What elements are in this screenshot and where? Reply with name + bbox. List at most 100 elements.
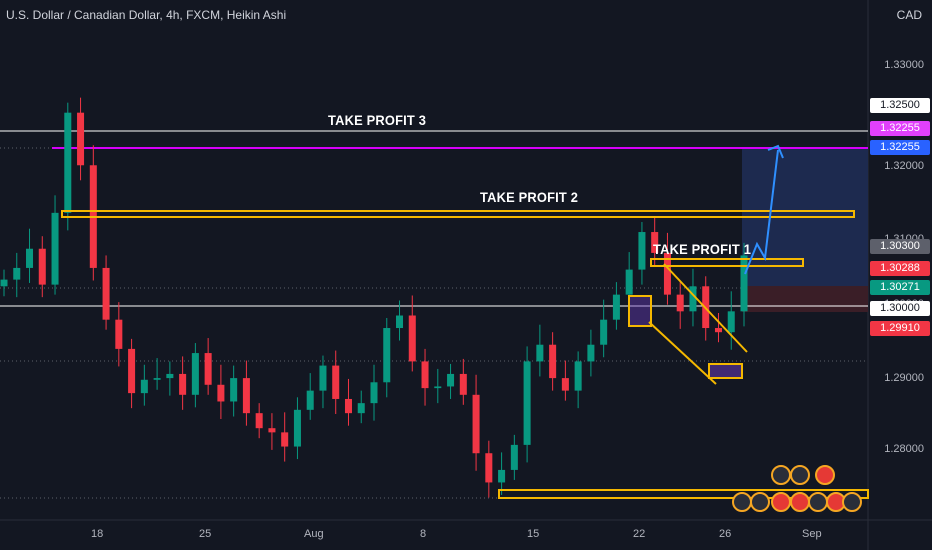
take-profit-2-zone[interactable] xyxy=(61,210,855,218)
candle[interactable] xyxy=(179,356,187,410)
candle[interactable] xyxy=(268,413,276,450)
candle[interactable] xyxy=(434,368,442,404)
event-flag-us-icon[interactable] xyxy=(771,465,791,485)
candle[interactable] xyxy=(498,452,506,495)
wedge-upper-line[interactable] xyxy=(663,263,748,353)
event-flag-ca-icon[interactable] xyxy=(790,492,810,512)
candle[interactable] xyxy=(344,378,352,426)
candle[interactable] xyxy=(255,403,263,439)
candle[interactable] xyxy=(64,102,72,231)
candle[interactable] xyxy=(370,364,378,421)
candle[interactable] xyxy=(217,364,225,420)
candle[interactable] xyxy=(714,313,722,343)
candle-body xyxy=(434,386,442,389)
retest-box[interactable] xyxy=(708,363,743,379)
candle-body xyxy=(625,269,633,295)
price-tick: 1.29000 xyxy=(884,372,924,384)
candle-body xyxy=(38,248,46,285)
candle[interactable] xyxy=(191,343,199,408)
breakout-box[interactable] xyxy=(628,295,652,327)
candle[interactable] xyxy=(26,228,34,283)
candle-body xyxy=(638,232,646,270)
candle[interactable] xyxy=(472,374,480,471)
candle-body xyxy=(549,344,557,379)
candle[interactable] xyxy=(459,358,467,405)
candle[interactable] xyxy=(166,361,174,396)
candle[interactable] xyxy=(727,291,735,350)
candle[interactable] xyxy=(408,295,416,372)
price-tick: 1.32000 xyxy=(884,160,924,172)
economic-events[interactable] xyxy=(732,465,862,512)
candle[interactable] xyxy=(561,360,569,401)
projection-path[interactable] xyxy=(744,149,779,275)
price-tick: 1.33000 xyxy=(884,59,924,71)
loss-zone[interactable] xyxy=(742,286,868,312)
time-tick: Aug xyxy=(304,528,324,540)
event-flag-ca-icon[interactable] xyxy=(815,465,835,485)
candle-body xyxy=(102,267,110,320)
candle[interactable] xyxy=(740,242,748,327)
candle[interactable] xyxy=(600,299,608,358)
take-profit-1-zone[interactable] xyxy=(650,258,804,267)
candle[interactable] xyxy=(115,302,123,367)
candle[interactable] xyxy=(319,355,327,409)
candle[interactable] xyxy=(396,300,404,341)
candle[interactable] xyxy=(357,390,365,424)
candle[interactable] xyxy=(612,282,620,330)
candle[interactable] xyxy=(102,255,110,330)
price-tick: 1.28000 xyxy=(884,443,924,455)
candle-body xyxy=(727,311,735,333)
candle-body xyxy=(64,112,72,213)
candle[interactable] xyxy=(13,252,21,298)
event-flag-us-icon[interactable] xyxy=(750,492,770,512)
wedge-lower-line[interactable] xyxy=(648,321,717,385)
candle[interactable] xyxy=(383,318,391,398)
candle-body xyxy=(740,255,748,312)
event-flag-us-icon[interactable] xyxy=(732,492,752,512)
candle[interactable] xyxy=(281,412,289,462)
candle-body xyxy=(600,319,608,345)
candle[interactable] xyxy=(306,373,314,420)
candle[interactable] xyxy=(587,329,595,377)
candle[interactable] xyxy=(77,97,85,181)
candle[interactable] xyxy=(676,282,684,329)
price-label-take-profit-3: 1.32500 xyxy=(870,98,930,113)
candle[interactable] xyxy=(485,440,493,498)
event-flag-us-icon[interactable] xyxy=(808,492,828,512)
candle[interactable] xyxy=(332,350,340,414)
candle[interactable] xyxy=(523,346,531,463)
candle[interactable] xyxy=(638,222,646,285)
event-flag-ca-icon[interactable] xyxy=(771,492,791,512)
support-zone[interactable] xyxy=(498,489,869,499)
event-flag-us-icon[interactable] xyxy=(842,492,862,512)
candle[interactable] xyxy=(574,351,582,409)
candle[interactable] xyxy=(510,434,518,480)
candle[interactable] xyxy=(421,348,429,406)
candle[interactable] xyxy=(536,324,544,377)
candle[interactable] xyxy=(38,236,46,298)
candle-body xyxy=(663,252,671,295)
candle[interactable] xyxy=(0,269,8,297)
candle[interactable] xyxy=(153,358,161,390)
candle[interactable] xyxy=(230,365,238,417)
candle-body xyxy=(191,353,199,395)
candle[interactable] xyxy=(689,268,697,327)
candle[interactable] xyxy=(651,217,659,266)
candle[interactable] xyxy=(204,338,212,395)
candle[interactable] xyxy=(128,338,136,409)
candle-body xyxy=(217,384,225,402)
candle[interactable] xyxy=(293,397,301,460)
event-flag-us-icon[interactable] xyxy=(790,465,810,485)
price-label-high: 1.30288 xyxy=(870,261,930,276)
symbol-title[interactable]: U.S. Dollar / Canadian Dollar, 4h, FXCM,… xyxy=(6,8,287,22)
candle[interactable] xyxy=(447,363,455,399)
candle[interactable] xyxy=(549,332,557,391)
candle[interactable] xyxy=(242,360,250,426)
candle[interactable] xyxy=(140,364,148,406)
time-tick: 22 xyxy=(633,528,646,540)
candle[interactable] xyxy=(89,145,97,281)
candle-body xyxy=(332,365,340,399)
candle-body xyxy=(115,319,123,349)
candle[interactable] xyxy=(51,195,59,295)
